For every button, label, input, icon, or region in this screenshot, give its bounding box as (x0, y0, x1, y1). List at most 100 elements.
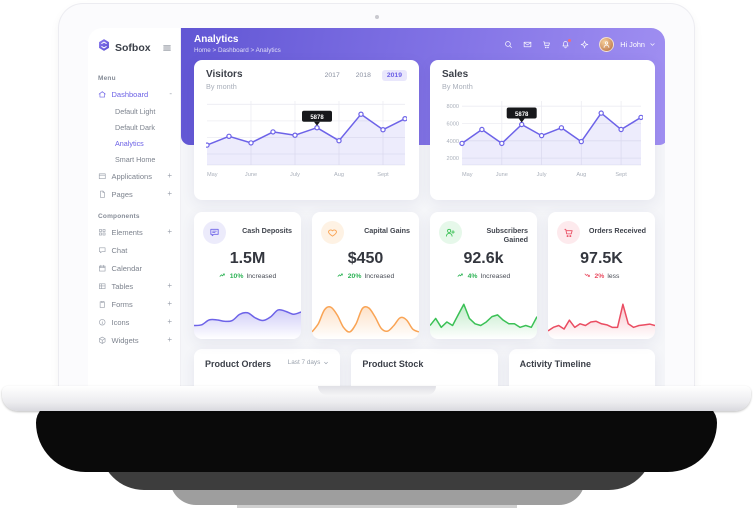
expand-icon[interactable]: + (167, 317, 172, 326)
chat-icon (98, 246, 107, 255)
stat-sparkline (312, 295, 419, 339)
page-title: Analytics (194, 34, 239, 45)
webcam-icon (374, 15, 379, 19)
sales-chart-card: Sales By Month 2000 4000 6000 8000 May June Ju… (430, 60, 655, 200)
sidebar-subitem-default-dark[interactable]: Default Dark (115, 122, 155, 132)
pages-icon (98, 190, 107, 199)
card-product-stock: Product Stock (351, 349, 498, 386)
card-product-orders: Product Orders Last 7 days (194, 349, 341, 386)
sidebar-item-dashboard[interactable]: Dashboard - (88, 85, 180, 103)
svg-text:2000: 2000 (447, 156, 459, 162)
expand-icon[interactable]: + (167, 189, 172, 198)
notification-badge (567, 38, 572, 42)
tab-year-2018[interactable]: 2018 (355, 72, 371, 79)
stat-sparkline (194, 295, 301, 339)
expand-icon[interactable]: + (167, 281, 172, 290)
brand-logo[interactable]: Sofbox (88, 28, 180, 65)
stat-card-orders-received: Orders Received 97.5K 2% less (548, 212, 655, 339)
calendar-icon (98, 264, 107, 273)
trend-up-icon (337, 272, 345, 280)
card-title: Product Orders (205, 359, 272, 369)
expand-icon[interactable]: + (167, 335, 172, 344)
bell-icon[interactable] (561, 38, 572, 49)
sidebar-item-label: Icons (111, 317, 130, 327)
charts-row: Visitors By month 2017 2018 2019 May June Ju… (194, 60, 655, 200)
sidebar-item-tables[interactable]: Tables + (88, 277, 180, 295)
trend-value: 4% (467, 272, 478, 280)
trend-value: 2% (594, 272, 605, 280)
svg-text:8000: 8000 (447, 104, 459, 110)
sidebar-item-label: Applications (111, 171, 152, 181)
trend-up-icon (457, 272, 465, 280)
stat-card-cash-deposits: Cash Deposits 1.5M 10% Increased (194, 212, 301, 339)
sidebar-section-components: Components (98, 213, 140, 220)
laptop-shadow-black (36, 403, 717, 472)
svg-text:May: May (207, 172, 218, 178)
card-title: Activity Timeline (519, 359, 592, 369)
svg-text:May: May (462, 172, 473, 178)
expand-icon[interactable]: + (167, 171, 172, 180)
bottom-cards-row: Product Orders Last 7 days Product Stock … (194, 349, 655, 386)
sidebar-item-label: Calendar (111, 263, 142, 273)
app-window: Sofbox Menu Dashboard - Default Light Defa… (88, 28, 665, 386)
svg-text:July: July (290, 172, 300, 178)
sidebar-subitem-smart-home[interactable]: Smart Home (115, 154, 156, 164)
expand-icon[interactable]: + (167, 227, 172, 236)
topbar: Analytics Home > Dashboard > Analytics H… (181, 28, 665, 60)
laptop-base (2, 386, 751, 411)
tab-year-2019[interactable]: 2019 (381, 70, 407, 81)
sidebar-toggle-icon[interactable] (162, 43, 172, 53)
search-icon[interactable] (504, 40, 513, 49)
sidebar-item-calendar[interactable]: Calendar (88, 259, 180, 277)
sidebar-item-widgets[interactable]: Widgets + (88, 331, 180, 349)
widgets-icon (98, 336, 107, 345)
sidebar-item-chat[interactable]: Chat (88, 241, 180, 259)
visitors-chart-subtitle: By month (206, 82, 237, 91)
trend-text: Increased (246, 272, 277, 280)
stat-trend: 4% Increased (430, 272, 537, 280)
avatar[interactable] (599, 36, 615, 52)
sales-line-chart: 2000 4000 6000 8000 May June July Aug Sept 5878 (447, 101, 643, 178)
sidebar-subitem-default-light[interactable]: Default Light (115, 106, 156, 116)
stat-value: 97.5K (580, 250, 623, 267)
sidebar-item-pages[interactable]: Pages + (88, 185, 180, 203)
stat-trend: 10% Increased (194, 272, 301, 280)
laptop-screen-bezel: Sofbox Menu Dashboard - Default Light Defa… (59, 4, 694, 386)
main-area: Analytics Home > Dashboard > Analytics H… (181, 28, 665, 386)
mail-icon[interactable] (523, 40, 532, 49)
sidebar-item-forms[interactable]: Forms + (88, 295, 180, 313)
filter-dropdown[interactable]: Last 7 days (288, 359, 330, 366)
logo-icon (97, 38, 111, 57)
sidebar-item-label: Widgets (111, 335, 139, 345)
trend-text: Increased (480, 272, 511, 280)
apps-icon (98, 172, 107, 181)
trend-value: 20% (347, 272, 362, 280)
svg-text:Aug: Aug (334, 172, 344, 178)
expand-icon[interactable]: + (167, 299, 172, 308)
svg-text:June: June (496, 172, 508, 178)
icons-icon (98, 318, 107, 327)
sales-chart-subtitle: By Month (442, 82, 473, 91)
stat-label: Orders Received (588, 226, 646, 235)
elements-icon (98, 228, 107, 237)
collapse-icon[interactable]: - (169, 89, 172, 98)
chat-bubble-icon (203, 221, 226, 244)
sidebar-item-elements[interactable]: Elements + (88, 223, 180, 241)
sidebar-item-label: Dashboard (111, 89, 149, 99)
user-greeting[interactable]: Hi John (620, 39, 645, 49)
stat-label: Capital Gains (364, 226, 410, 235)
sparkle-icon[interactable] (580, 40, 589, 49)
sidebar-item-label: Tables (111, 281, 134, 291)
sidebar-item-applications[interactable]: Applications + (88, 167, 180, 185)
sidebar-item-icons[interactable]: Icons + (88, 313, 180, 331)
chart-tooltip: 5878 (506, 107, 537, 123)
card-activity-timeline: Activity Timeline (508, 349, 655, 386)
tab-year-2017[interactable]: 2017 (324, 72, 340, 79)
trend-down-icon (584, 272, 592, 280)
svg-text:Sept: Sept (615, 172, 627, 178)
chevron-down-icon[interactable] (649, 41, 656, 48)
sidebar-item-label: Forms (111, 299, 133, 309)
cart-icon[interactable] (542, 40, 551, 49)
sidebar-subitem-analytics[interactable]: Analytics (115, 138, 144, 148)
